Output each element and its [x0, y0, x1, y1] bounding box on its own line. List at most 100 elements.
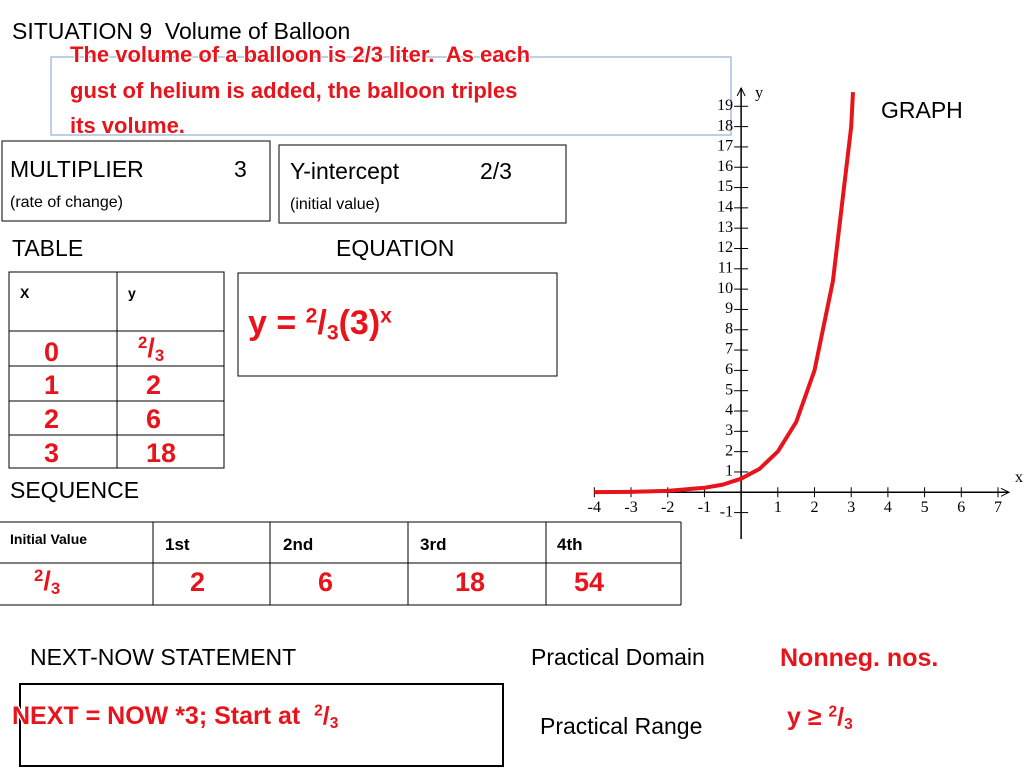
- y-tick-label: 6: [725, 361, 733, 378]
- fraction-num: 2: [34, 565, 44, 585]
- intercept-value: 2/3: [480, 158, 512, 184]
- y-tick-label: 9: [725, 300, 733, 317]
- domain-label: Practical Domain: [531, 644, 705, 670]
- y-axis-label: y: [755, 85, 763, 102]
- table-header: y: [128, 285, 136, 301]
- y-tick-label: 14: [717, 199, 733, 216]
- sequence-header: 4th: [557, 535, 583, 554]
- y-tick-label: 18: [717, 117, 733, 134]
- table-cell: 2/3: [138, 332, 165, 366]
- x-arrow: [1000, 487, 1011, 497]
- multiplier-note: (rate of change): [10, 194, 123, 211]
- table-title: TABLE: [12, 235, 84, 261]
- y-tick-label: -1: [720, 503, 733, 520]
- x-tick-label: 1: [774, 499, 782, 516]
- x-tick-label: -2: [661, 499, 674, 516]
- sequence-cell: 6: [318, 567, 334, 597]
- y-tick-label: 1: [725, 463, 733, 480]
- equation: y = 2/3(3)x: [248, 304, 392, 343]
- table-cell: 0: [44, 337, 60, 367]
- fraction-slash: /: [837, 703, 845, 731]
- x-tick-label: 6: [957, 499, 965, 516]
- fraction-slash: /: [147, 333, 155, 363]
- x-tick-label: -3: [624, 499, 637, 516]
- fraction-den: 3: [326, 321, 339, 345]
- table-cell: 2: [146, 370, 162, 400]
- graph-title: GRAPH: [881, 97, 963, 123]
- equation-box: [237, 272, 558, 377]
- multiplier-label: MULTIPLIER: [10, 156, 144, 182]
- table-cell: 1: [44, 370, 60, 400]
- y-tick-label: 5: [725, 381, 733, 398]
- fraction-num: 2: [305, 304, 318, 328]
- fraction-num: 2: [138, 332, 148, 352]
- y-tick-label: 8: [725, 320, 733, 337]
- range-label: Practical Range: [540, 713, 703, 739]
- table-cell: 18: [146, 438, 177, 468]
- x-tick-label: 2: [811, 499, 819, 516]
- sequence-grid: [0, 521, 682, 606]
- sequence-cell: 2: [190, 567, 206, 597]
- intercept-note: (initial value): [290, 196, 380, 213]
- problem-line: The volume of a balloon is 2/3 liter. As…: [70, 42, 531, 67]
- y-tick-label: 3: [725, 422, 733, 439]
- graph: xy-4 -3 -2 -1 1 2 3 4 5 6 7-1123456789101112131415…: [588, 85, 1023, 539]
- fraction-num: 2: [828, 703, 838, 721]
- intercept-label: Y-intercept: [290, 158, 400, 184]
- range-value: y ≥ 2/3: [787, 703, 853, 733]
- y-tick-label: 13: [717, 219, 733, 236]
- fraction-slash: /: [317, 304, 327, 342]
- x-tick-label: 7: [994, 499, 1002, 516]
- table-cell: 3: [44, 438, 60, 468]
- fraction-den: 3: [154, 346, 165, 366]
- sequence-title: SEQUENCE: [10, 477, 140, 503]
- table-grid: [8, 271, 225, 469]
- sequence-cell: 2/3: [34, 565, 61, 599]
- multiplier-box: [1, 140, 271, 222]
- x-tick-label: 4: [884, 499, 892, 516]
- y-tick-label: 11: [718, 259, 733, 276]
- y-tick-label: 19: [717, 97, 733, 114]
- y-tick-label: 2: [725, 442, 733, 459]
- y-tick-label: 10: [717, 280, 733, 297]
- problem-line: gust of helium is added, the balloon tri…: [70, 78, 518, 103]
- equation-title: EQUATION: [336, 235, 455, 261]
- y-tick-label: 4: [725, 402, 733, 419]
- equation-base: (3): [338, 304, 381, 342]
- y-tick-label: 17: [717, 138, 733, 155]
- sequence-cell: 18: [455, 567, 486, 597]
- x-tick-label: 3: [847, 499, 855, 516]
- equation-exponent: x: [380, 304, 392, 328]
- fraction-num: 2: [314, 702, 323, 720]
- next-now-text: NEXT = NOW *3; Start at 2/3: [12, 702, 339, 732]
- sequence-header: 2nd: [283, 535, 314, 554]
- table-cell: 6: [146, 404, 162, 434]
- sequence-header: 1st: [165, 535, 190, 554]
- problem-box: [50, 56, 732, 136]
- fraction-slash: /: [322, 702, 330, 730]
- multiplier-value: 3: [234, 156, 247, 182]
- x-tick-label: 5: [921, 499, 929, 516]
- table-cell: 2: [44, 404, 60, 434]
- y-tick-label: 16: [717, 158, 733, 175]
- y-tick-label: 12: [717, 239, 733, 256]
- y-arrow: [736, 86, 746, 97]
- fraction-den: 3: [50, 579, 61, 599]
- fraction-den: 3: [844, 715, 853, 733]
- curve: [594, 91, 855, 495]
- x-axis-label: x: [1015, 469, 1023, 486]
- next-now-expr: NEXT = NOW *3; Start at: [12, 702, 315, 730]
- y-tick-label: 15: [717, 178, 733, 195]
- intercept-box: [278, 144, 567, 224]
- sequence-cell: 54: [574, 567, 605, 597]
- fraction-den: 3: [329, 714, 339, 732]
- sequence-header: Initial Value: [10, 531, 88, 547]
- domain-value: Nonneg. nos.: [780, 644, 939, 672]
- table-header: X: [20, 285, 30, 301]
- problem-line: its volume.: [70, 113, 185, 138]
- next-now-box: [19, 683, 504, 767]
- equation-lhs: y =: [248, 304, 306, 342]
- x-tick-label: -1: [698, 499, 711, 516]
